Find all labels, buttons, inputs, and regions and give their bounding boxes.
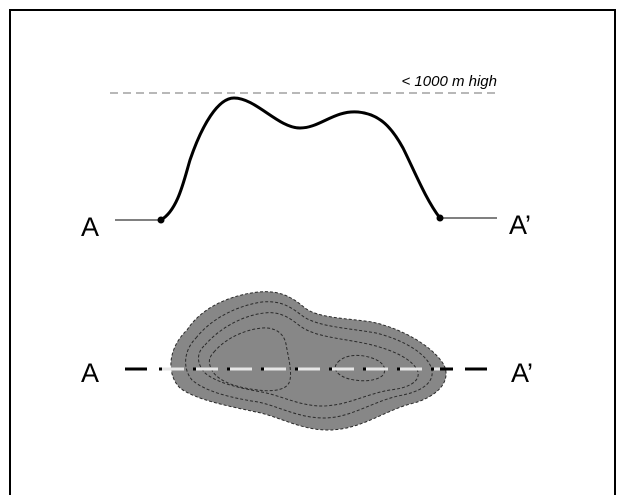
elevation-profile: < 1000 m high A A’ — [81, 73, 531, 242]
profile-label-a-prime: A’ — [509, 210, 531, 240]
contour-line-3 — [208, 327, 291, 392]
height-note: < 1000 m high — [402, 73, 498, 90]
profile-endpoint-left — [157, 216, 165, 224]
map-label-a: A — [81, 358, 99, 388]
contour-line-4 — [334, 354, 386, 382]
profile-label-a: A — [81, 212, 99, 242]
contour-map: A A’ — [81, 291, 533, 431]
profile-curve — [159, 96, 442, 222]
map-label-a-prime: A’ — [511, 358, 533, 388]
contour-line-2 — [198, 312, 419, 407]
landmass-outline — [170, 291, 447, 431]
profile-endpoint-right — [436, 214, 444, 222]
contour-line-1 — [185, 301, 433, 419]
